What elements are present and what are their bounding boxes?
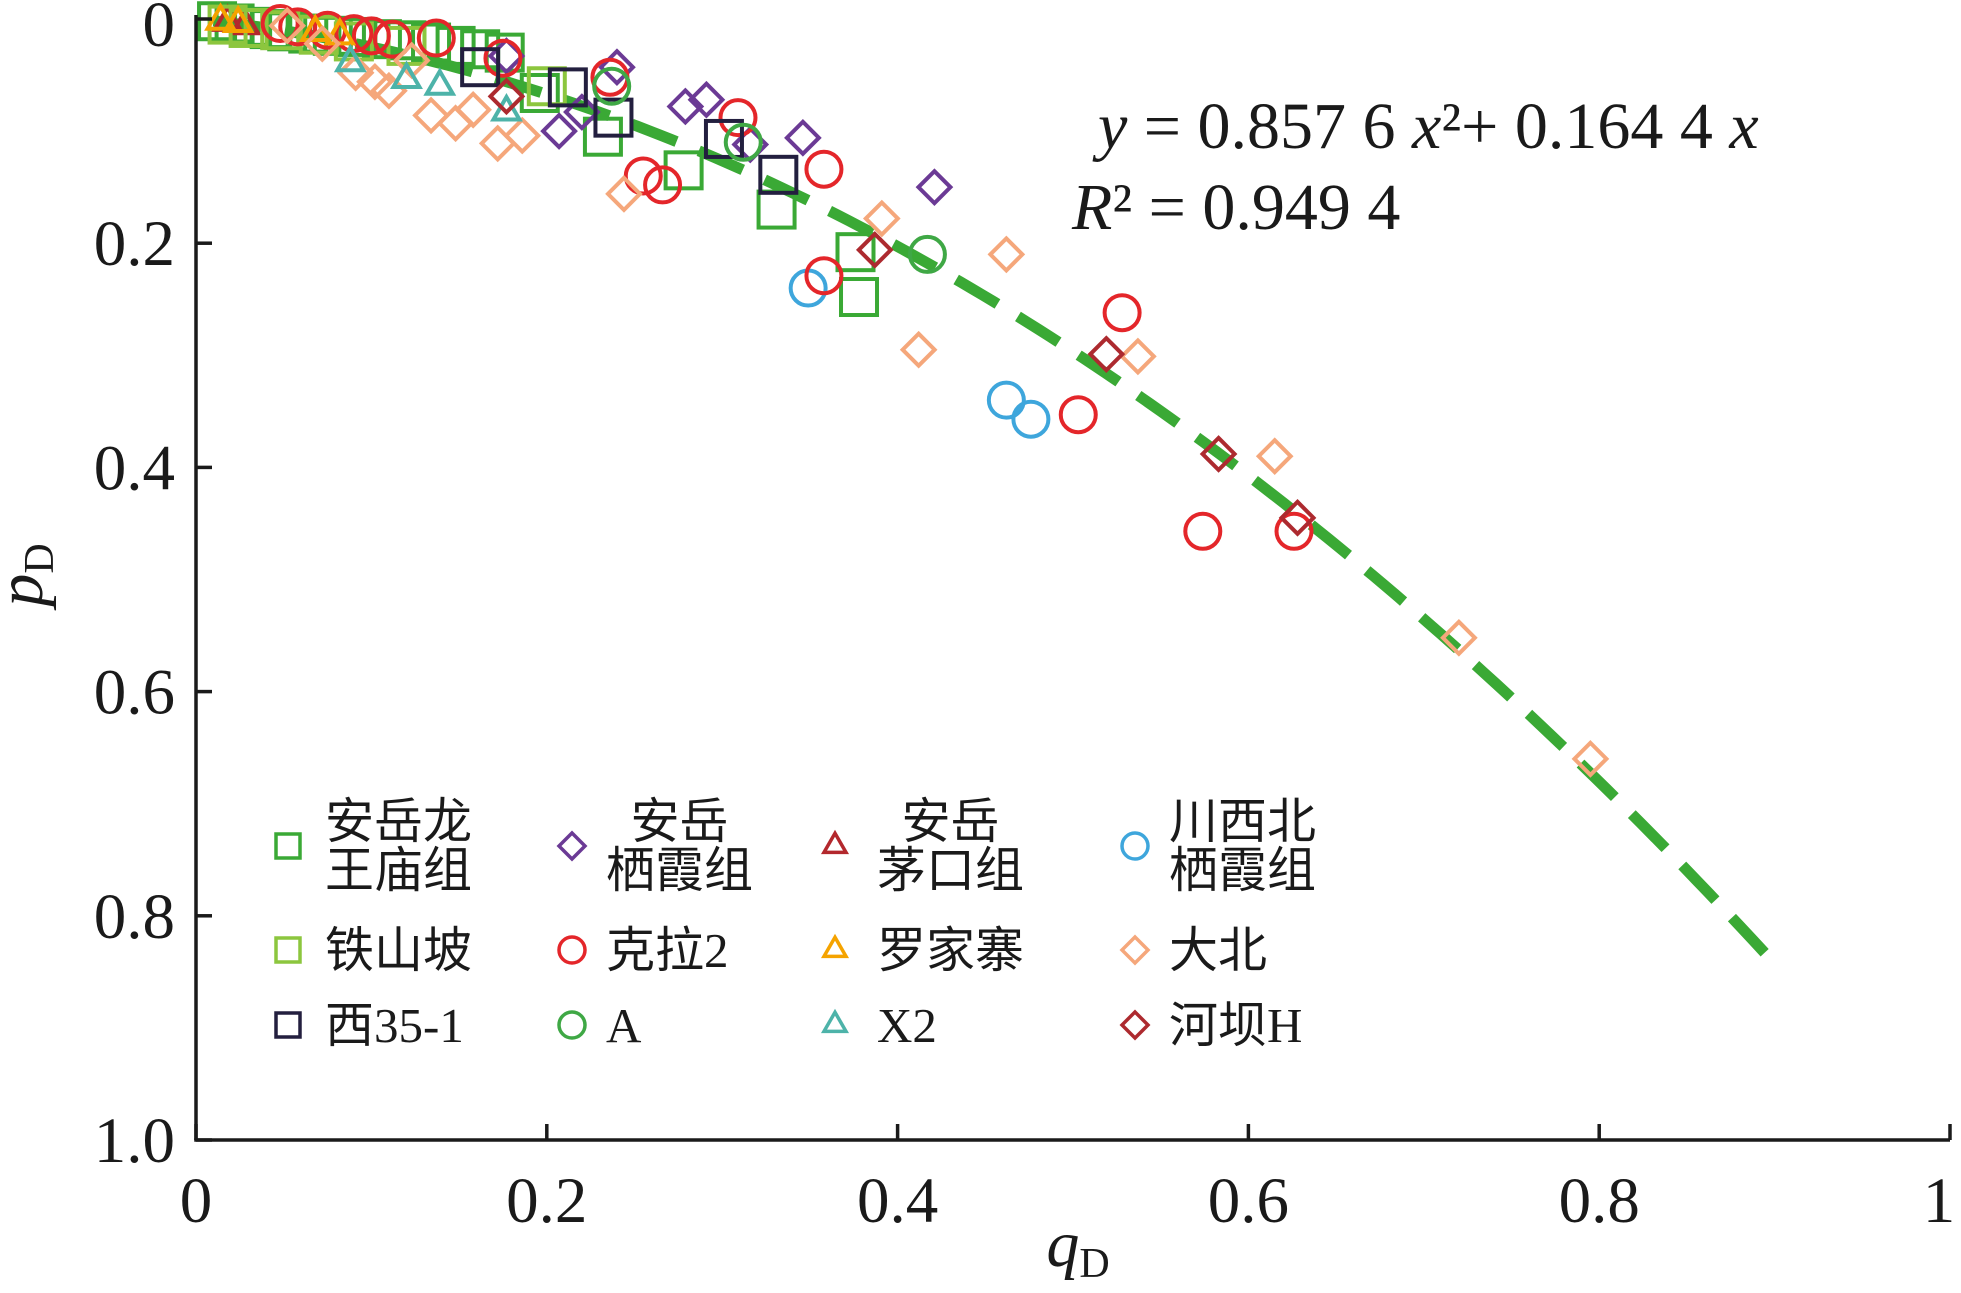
scatter-point-series-5 — [718, 98, 758, 138]
fit-curve-group — [212, 15, 1779, 968]
scatter-point-series-11 — [1278, 499, 1317, 537]
scatter-point-series-5 — [1058, 395, 1098, 435]
scatter-point-series-7 — [1440, 618, 1478, 657]
scatter-point-series-5 — [804, 149, 844, 189]
scatter-point-series-10 — [423, 67, 457, 96]
scatter-point-series-5 — [804, 256, 844, 296]
scatter-point-series-9 — [592, 66, 632, 106]
scatter-point-series-5 — [351, 16, 391, 56]
scatter-point-series-9 — [907, 234, 947, 274]
fit-equation: y = 0.857 6 x²+ 0.164 4 x — [1092, 90, 1759, 163]
scatter-point-series-6 — [204, 2, 238, 31]
scatter-point-series-7 — [899, 330, 938, 369]
scatter-point-series-5 — [1102, 293, 1142, 333]
x-tick-label: 0.2 — [506, 1165, 587, 1237]
scatter-point-series-0 — [839, 277, 880, 318]
scatter-point-series-5 — [278, 7, 318, 47]
scatter-point-series-7 — [336, 53, 375, 92]
scatter-point-series-9 — [723, 122, 763, 162]
scatter-point-series-7 — [1571, 740, 1610, 778]
y-axis-ticks: 0 0.2 0.4 0.6 0.8 1.0 — [94, 0, 212, 1177]
series-3 — [788, 268, 1051, 439]
scatter-point-series-1 — [666, 87, 705, 126]
x-tick-label: 0.4 — [857, 1165, 938, 1237]
scatter-point-series-1 — [915, 168, 954, 206]
scatter-point-series-7 — [862, 199, 901, 238]
scatter-point-series-5 — [1183, 511, 1223, 551]
scatter-point-series-11 — [1199, 435, 1238, 473]
scatter-point-series-6 — [221, 4, 255, 33]
scatter-point-series-5 — [260, 3, 300, 43]
scatter-point-series-11 — [1087, 335, 1126, 374]
scatter-point-series-0 — [835, 232, 876, 273]
x-axis-label-subscript: D — [1079, 1241, 1109, 1287]
scatter-point-series-1 — [540, 112, 578, 150]
scatter-point-series-10 — [390, 60, 423, 90]
y-tick-label: 0.8 — [94, 881, 175, 953]
series-8 — [460, 47, 799, 195]
r-squared-label: R² = 0.949 4 — [1071, 171, 1400, 244]
scatter-point-series-5 — [372, 19, 412, 59]
scatter-point-series-7 — [503, 116, 542, 155]
scatter-point-series-0 — [663, 150, 704, 191]
scatter-point-series-7 — [1119, 337, 1157, 376]
y-axis-label: pD — [0, 543, 63, 610]
scatter-point-series-10 — [333, 43, 367, 73]
scatter-point-series-8 — [547, 67, 588, 108]
y-axis-label-main: p — [0, 574, 57, 611]
scatter-point-series-0 — [435, 25, 476, 66]
x-axis-label: qD — [1046, 1208, 1109, 1287]
scatter-point-series-8 — [593, 97, 634, 138]
scatter-point-series-4 — [526, 66, 567, 107]
scatter-point-series-8 — [460, 47, 501, 88]
y-tick-label: 0.6 — [94, 657, 175, 729]
scatter-point-series-1 — [687, 80, 726, 119]
scatter-point-series-5 — [643, 165, 683, 205]
scatter-point-series-3 — [1011, 399, 1051, 439]
x-tick-label: 1 — [1923, 1165, 1956, 1237]
x-axis-ticks: 0 0.2 0.4 0.6 0.8 1 — [180, 1124, 1956, 1237]
scatter-points — [197, 1, 1610, 778]
x-tick-label: 0 — [180, 1165, 213, 1237]
scatter-point-series-1 — [784, 118, 822, 157]
y-tick-label: 1.0 — [94, 1105, 175, 1177]
scatter-point-series-7 — [412, 96, 450, 135]
scatter-point-series-8 — [758, 154, 799, 195]
series-11 — [487, 77, 1317, 537]
scatter-point-series-3 — [986, 380, 1026, 420]
scatter-point-series-7 — [1255, 437, 1294, 476]
scatter-point-series-8 — [703, 118, 744, 159]
scatter-point-series-5 — [416, 18, 456, 58]
scatter-point-series-5 — [623, 156, 663, 196]
x-tick-label: 0.8 — [1559, 1165, 1640, 1237]
scatter-point-series-11 — [487, 77, 526, 116]
series-5 — [260, 3, 1314, 551]
scatter-point-series-7 — [987, 235, 1026, 274]
series-9 — [592, 66, 947, 274]
scatter-point-series-5 — [1274, 511, 1314, 551]
y-tick-label: 0.2 — [94, 208, 175, 280]
scatter-point-series-5 — [483, 38, 523, 78]
scatter-point-series-7 — [268, 6, 307, 45]
axes — [194, 15, 1950, 1142]
scatter-point-series-7 — [454, 90, 492, 129]
fit-curve — [212, 15, 1779, 968]
y-tick-label: 0.4 — [94, 432, 175, 504]
scatter-point-series-7 — [303, 24, 342, 63]
x-axis-label-main: q — [1046, 1208, 1079, 1281]
scatter-point-series-0 — [411, 22, 452, 63]
scatter-point-series-7 — [605, 175, 643, 213]
x-tick-label: 0.6 — [1208, 1165, 1289, 1237]
scatter-point-series-10 — [489, 93, 523, 122]
scatter-point-series-11 — [855, 231, 894, 269]
y-axis-label-subscript: D — [17, 543, 63, 573]
y-tick-label: 0 — [143, 0, 176, 61]
